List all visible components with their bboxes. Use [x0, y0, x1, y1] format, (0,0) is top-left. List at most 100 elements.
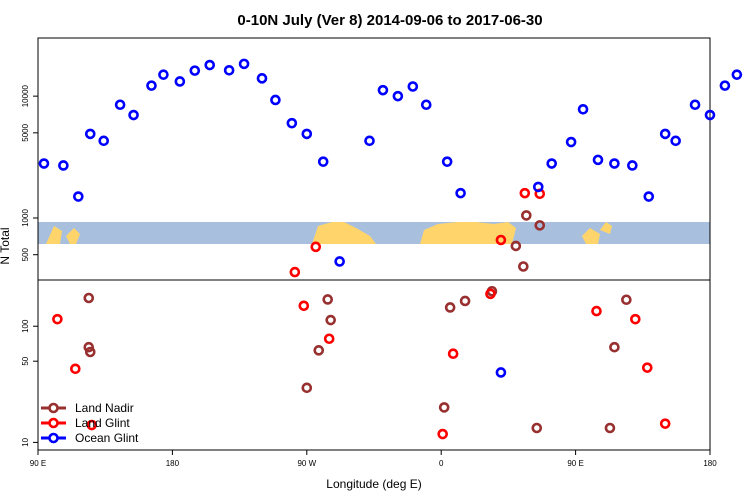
map-land-shape — [66, 228, 80, 244]
y-tick-label: 10000 — [21, 84, 30, 107]
point-land-glint — [437, 428, 448, 440]
point-ocean-glint — [407, 81, 419, 92]
point-ocean-glint — [238, 58, 250, 70]
point-land-nadir — [322, 294, 334, 305]
point-land-glint — [641, 362, 653, 373]
map-land-shape — [600, 222, 612, 234]
lower-plot-frame — [37, 279, 711, 451]
x-axis-label: Longitude (deg E) — [326, 477, 421, 491]
point-ocean-glint — [114, 99, 126, 111]
point-land-nadir — [604, 422, 616, 434]
map-land-shape — [582, 228, 600, 244]
point-land-glint — [310, 241, 322, 253]
point-ocean-glint — [377, 84, 389, 96]
point-ocean-glint — [204, 59, 216, 71]
point-ocean-glint — [270, 94, 281, 106]
point-ocean-glint — [392, 90, 404, 102]
legend-label-land-glint: Land Glint — [75, 416, 130, 430]
upper-panel — [37, 37, 711, 281]
point-land-nadir — [325, 314, 336, 326]
y-tick-label: 5000 — [21, 123, 30, 141]
point-land-nadir — [83, 341, 95, 353]
point-ocean-glint — [174, 76, 186, 87]
point-ocean-glint — [689, 99, 701, 111]
point-land-glint — [519, 187, 531, 199]
point-land-nadir — [518, 261, 529, 272]
point-land-nadir — [444, 302, 456, 313]
legend-label-ocean-glint: Ocean Glint — [75, 431, 139, 445]
y-tick-label: 1000 — [21, 209, 30, 227]
point-land-nadir — [438, 402, 450, 413]
point-ocean-glint — [592, 154, 604, 166]
point-ocean-glint — [334, 256, 345, 267]
point-land-nadir — [84, 346, 96, 358]
point-ocean-glint — [643, 191, 655, 202]
point-land-nadir — [510, 240, 522, 252]
point-ocean-glint — [441, 156, 453, 167]
point-ocean-glint — [146, 80, 157, 91]
point-ocean-glint — [301, 128, 313, 140]
point-land-nadir — [534, 220, 546, 231]
point-ocean-glint — [704, 109, 716, 121]
point-ocean-glint — [577, 103, 589, 115]
point-ocean-glint — [98, 135, 110, 147]
x-tick-label: 0 — [439, 459, 444, 468]
point-land-glint — [447, 348, 459, 360]
point-ocean-glint — [84, 128, 96, 140]
point-land-nadir — [83, 292, 95, 304]
x-tick-label: 180 — [166, 459, 180, 468]
point-ocean-glint — [223, 64, 235, 76]
point-land-glint — [485, 288, 496, 300]
point-ocean-glint — [670, 135, 681, 147]
point-land-glint — [323, 333, 335, 345]
legend-marker-ocean-glint — [48, 432, 59, 444]
point-land-glint — [630, 313, 641, 325]
x-tick-label: 90 E — [30, 459, 46, 468]
point-ocean-glint — [128, 109, 139, 121]
point-land-nadir — [521, 210, 532, 221]
point-ocean-glint — [627, 160, 638, 171]
point-ocean-glint — [609, 158, 620, 169]
point-ocean-glint — [286, 117, 298, 129]
data-points — [38, 58, 743, 440]
point-ocean-glint — [38, 158, 50, 169]
x-tick-label: 90 E — [567, 459, 583, 468]
y-axis: 500 1000 5000 10000 10 50 100 — [21, 84, 38, 447]
point-ocean-glint — [73, 191, 84, 202]
y-tick-label: 500 — [21, 247, 30, 261]
point-land-glint — [52, 313, 63, 325]
point-ocean-glint — [455, 187, 466, 199]
y-tick-label: 50 — [21, 356, 30, 365]
point-ocean-glint — [731, 69, 743, 80]
point-land-glint — [70, 363, 81, 375]
point-ocean-glint — [256, 73, 268, 84]
x-tick-label: 90 W — [297, 459, 316, 468]
map-land — [46, 214, 612, 244]
chart-title: 0-10N July (Ver 8) 2014-09-06 to 2017-06… — [237, 12, 542, 29]
x-tick-label: 180 — [703, 459, 717, 468]
map-land-shape — [312, 222, 376, 244]
point-ocean-glint — [659, 128, 671, 140]
point-ocean-glint — [546, 158, 558, 169]
point-ocean-glint — [565, 136, 577, 148]
point-ocean-glint — [158, 69, 169, 80]
point-ocean-glint — [719, 80, 731, 91]
point-land-nadir — [313, 345, 325, 356]
point-ocean-glint — [532, 181, 544, 193]
lower-panel — [37, 279, 711, 451]
point-land-glint — [591, 305, 602, 317]
point-ocean-glint — [189, 65, 201, 76]
legend-marker-land-nadir — [48, 402, 59, 414]
point-land-nadir — [459, 295, 471, 307]
legend-marker-land-glint — [48, 417, 59, 429]
point-land-glint — [659, 418, 671, 429]
point-ocean-glint — [317, 156, 329, 167]
point-land-glint — [289, 266, 301, 278]
map-land-shape — [442, 214, 470, 222]
point-ocean-glint — [58, 160, 69, 171]
point-land-glint — [298, 300, 310, 312]
y-tick-label: 100 — [21, 319, 30, 333]
x-axis: 90 E 180 90 W 0 90 E 180 — [30, 450, 717, 468]
